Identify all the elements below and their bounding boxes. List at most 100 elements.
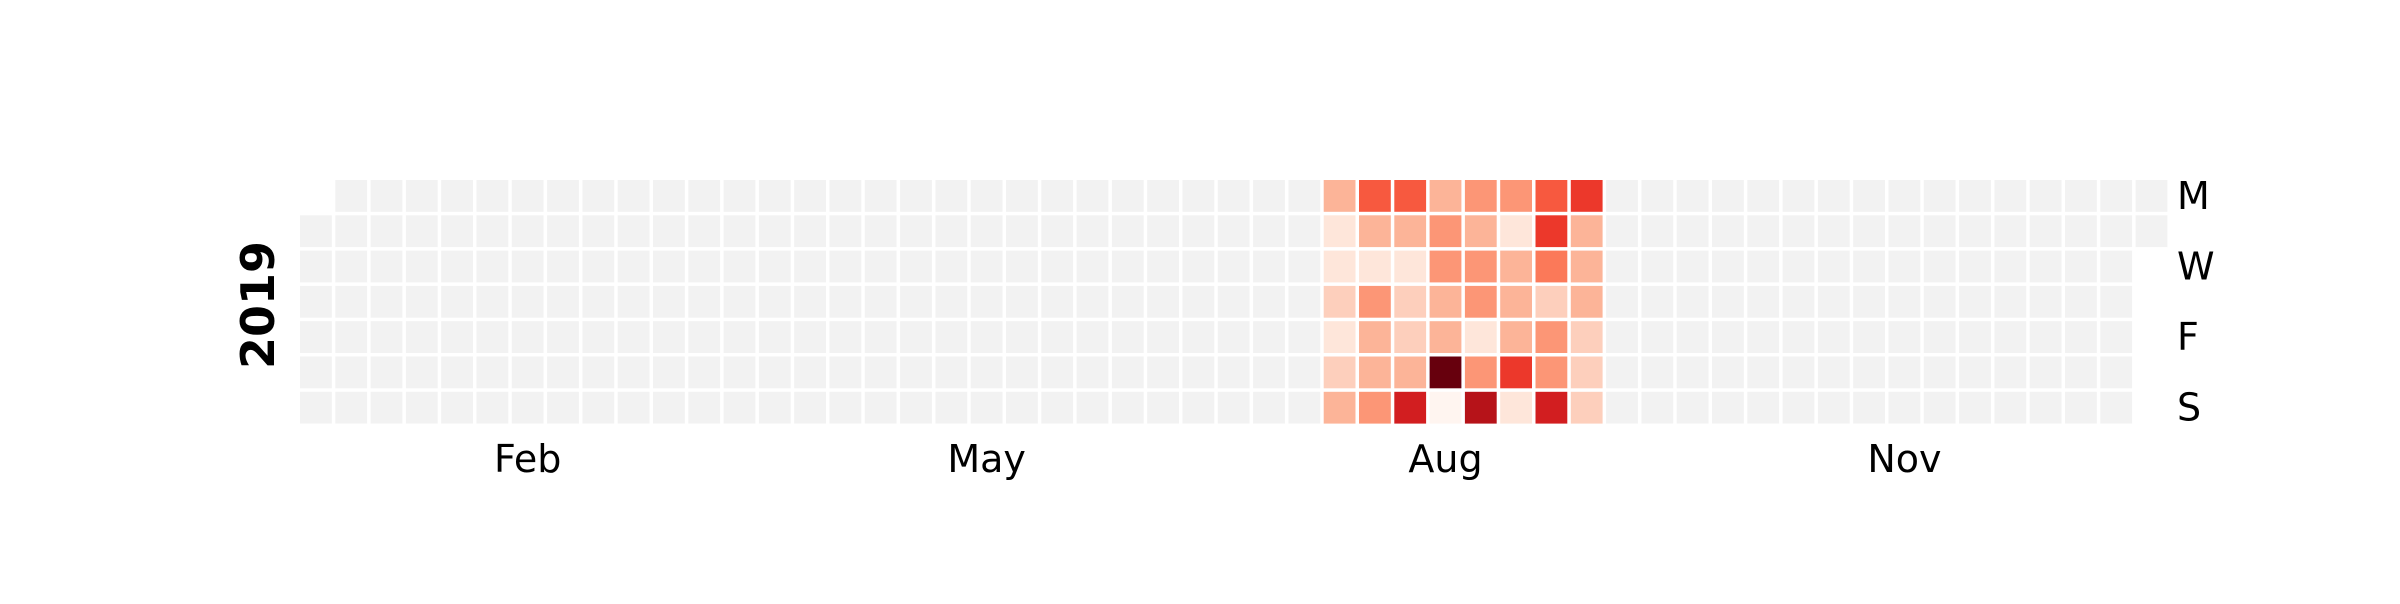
heatmap-cell-empty <box>1641 321 1674 353</box>
heatmap-cell-empty <box>1217 356 1250 389</box>
heatmap-cell-empty <box>935 180 968 212</box>
heatmap-cell-empty <box>405 285 438 318</box>
heatmap-cell-empty <box>441 391 473 424</box>
heatmap-cell-empty <box>1041 321 1074 353</box>
heatmap-cell-empty <box>1288 321 1321 353</box>
heatmap-cell-empty <box>970 285 1003 318</box>
heatmap-cell-empty <box>864 356 897 389</box>
heatmap-cell-empty <box>864 250 897 283</box>
heatmap-cell-empty <box>1959 285 1991 318</box>
heatmap-cell-empty <box>1994 180 2027 212</box>
heatmap-cell-empty <box>1782 321 1815 353</box>
heatmap-cell-empty <box>970 356 1003 389</box>
heatmap-cell-empty <box>1076 391 1109 424</box>
heatmap-cell-empty <box>794 391 826 424</box>
heatmap-cell-empty <box>2100 321 2133 353</box>
heatmap-cell <box>1500 215 1532 248</box>
heatmap-cell <box>1464 285 1497 318</box>
heatmap-cell-empty <box>547 285 579 318</box>
heatmap-cell-empty <box>1994 285 2027 318</box>
heatmap-cell-empty <box>476 250 509 283</box>
heatmap-cell-empty <box>300 250 332 283</box>
heatmap-cell-empty <box>1853 215 1885 248</box>
heatmap-cell-empty <box>2065 356 2097 389</box>
heatmap-cell-empty <box>1606 180 1638 212</box>
heatmap-cell-empty <box>1217 250 1250 283</box>
heatmap-cell-empty <box>1641 285 1674 318</box>
heatmap-cell-empty <box>405 321 438 353</box>
heatmap-cell-empty <box>688 215 721 248</box>
heatmap-cell-empty <box>2100 285 2133 318</box>
heatmap-cell <box>1359 180 1391 212</box>
heatmap-cell-empty <box>1676 391 1709 424</box>
heatmap-cell <box>1359 356 1391 389</box>
heatmap-cell-empty <box>405 391 438 424</box>
heatmap-cell-empty <box>1076 180 1109 212</box>
heatmap-cell <box>1464 215 1497 248</box>
heatmap-cell-empty <box>723 215 756 248</box>
heatmap-cell-empty <box>1006 180 1038 212</box>
heatmap-cell-empty <box>1959 391 1991 424</box>
heatmap-cell-empty <box>1853 285 1885 318</box>
heatmap-cell-empty <box>617 285 650 318</box>
heatmap-cell-empty <box>688 321 721 353</box>
heatmap-cell-empty <box>1853 250 1885 283</box>
heatmap-cell-empty <box>829 285 862 318</box>
heatmap-cell-empty <box>1076 285 1109 318</box>
heatmap-cell <box>1570 250 1603 283</box>
heatmap-cell-empty <box>335 356 368 389</box>
heatmap-cell <box>1323 285 1356 318</box>
heatmap-cell-empty <box>1994 321 2027 353</box>
heatmap-cell-empty <box>2029 215 2062 248</box>
heatmap-cell-empty <box>1923 180 1956 212</box>
heatmap-cell <box>1500 285 1532 318</box>
weekday-tick-label: M <box>2177 174 2210 218</box>
heatmap-cell-empty <box>370 180 403 212</box>
heatmap-cell-empty <box>476 285 509 318</box>
heatmap-cell-empty <box>617 391 650 424</box>
heatmap-cell-empty <box>653 285 685 318</box>
heatmap-cell-empty <box>1712 250 1744 283</box>
heatmap-cell-empty <box>2100 391 2133 424</box>
heatmap-cell-empty <box>335 321 368 353</box>
heatmap-cell-empty <box>1676 215 1709 248</box>
heatmap-cell-empty <box>1712 391 1744 424</box>
month-tick-labels: Feb May Aug Nov <box>494 437 1941 481</box>
heatmap-cell-empty <box>1641 215 1674 248</box>
heatmap-cell-empty <box>1606 356 1638 389</box>
heatmap-cell-empty <box>829 250 862 283</box>
heatmap-cell-empty <box>582 356 615 389</box>
heatmap-cell <box>1464 391 1497 424</box>
heatmap-cell-empty <box>2100 356 2133 389</box>
heatmap-cell-empty <box>2065 180 2097 212</box>
heatmap-cell <box>1323 250 1356 283</box>
heatmap-cell-empty <box>653 180 685 212</box>
heatmap-cell-empty <box>1147 321 1179 353</box>
heatmap-cell <box>1429 250 1462 283</box>
heatmap-cell-empty <box>1288 356 1321 389</box>
heatmap-cell-empty <box>864 285 897 318</box>
heatmap-cell <box>1394 215 1427 248</box>
heatmap-cell-empty <box>1747 356 1780 389</box>
heatmap-cell-empty <box>1817 250 1850 283</box>
heatmap-cell-empty <box>1923 250 1956 283</box>
heatmap-cell-empty <box>1006 391 1038 424</box>
heatmap-cell-empty <box>617 180 650 212</box>
heatmap-cell-empty <box>547 180 579 212</box>
heatmap-cell <box>1535 391 1568 424</box>
heatmap-cell <box>1359 250 1391 283</box>
heatmap-cell-empty <box>2065 321 2097 353</box>
heatmap-cell-empty <box>1959 215 1991 248</box>
heatmap-cell-empty <box>2029 321 2062 353</box>
heatmap-cell-empty <box>1182 391 1215 424</box>
weekday-tick-label: F <box>2177 315 2199 359</box>
heatmap-cell-empty <box>794 285 826 318</box>
heatmap-cell-empty <box>2029 250 2062 283</box>
heatmap-cell <box>1429 356 1462 389</box>
heatmap-cell-empty <box>1747 285 1780 318</box>
heatmap-cell-empty <box>935 321 968 353</box>
heatmap-cell-empty <box>1641 391 1674 424</box>
heatmap-cell-empty <box>1606 250 1638 283</box>
heatmap-cell-empty <box>653 250 685 283</box>
heatmap-cell-empty <box>1747 391 1780 424</box>
